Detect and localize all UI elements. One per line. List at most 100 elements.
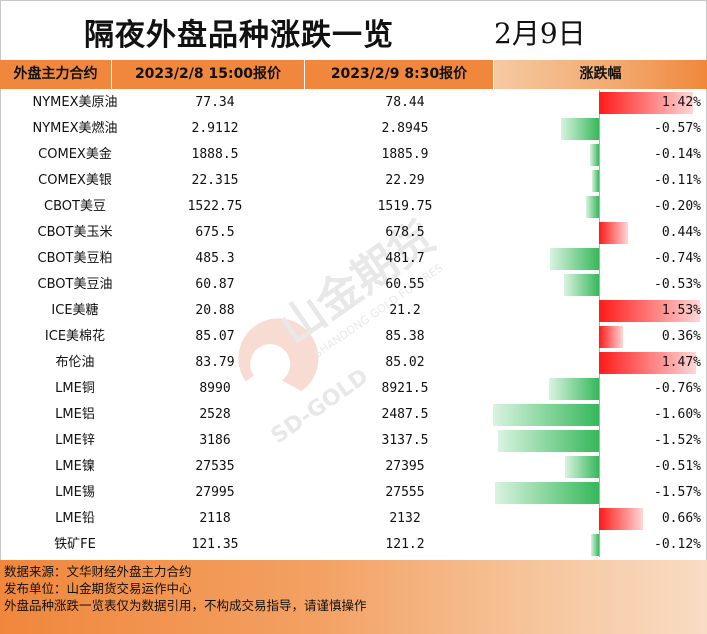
curr-price: 60.55 xyxy=(385,277,425,292)
change-bar xyxy=(599,352,696,374)
table-row: ICE美糖 20.88 21.2 1.53% xyxy=(0,298,707,324)
curr-price: 481.7 xyxy=(385,251,425,266)
curr-price: 3137.5 xyxy=(381,433,429,448)
change-percent: -1.57% xyxy=(654,485,701,500)
curr-price: 78.44 xyxy=(385,95,425,110)
table-row: NYMEX美燃油 2.9112 2.8945 -0.57% xyxy=(0,116,707,142)
change-bar xyxy=(565,456,599,478)
header-curr: 2023/2/9 8:30报价 xyxy=(305,60,494,89)
contract-name: CBOT美豆粕 xyxy=(37,251,113,266)
curr-price: 678.5 xyxy=(385,225,425,240)
table-row: ICE美棉花 85.07 85.38 0.36% xyxy=(0,324,707,350)
curr-price: 21.2 xyxy=(389,303,421,318)
change-percent: -0.11% xyxy=(654,173,701,188)
prev-price: 22.315 xyxy=(191,173,239,188)
curr-price: 2487.5 xyxy=(381,407,429,422)
header-change: 涨跌幅 xyxy=(494,60,707,89)
prev-price: 77.34 xyxy=(195,95,235,110)
change-bar xyxy=(561,118,599,140)
contract-name: CBOT美豆 xyxy=(44,199,106,214)
curr-price: 22.29 xyxy=(385,173,425,188)
contract-name: 铁矿FE xyxy=(54,537,96,552)
contract-name: NYMEX美燃油 xyxy=(32,121,118,136)
change-percent: -0.74% xyxy=(654,251,701,266)
table-row: NYMEX美原油 77.34 78.44 1.42% xyxy=(0,90,707,116)
title-bar: 隔夜外盘品种涨跌一览 2月9日 xyxy=(0,0,707,60)
contract-name: LME铅 xyxy=(55,511,95,526)
prev-price: 675.5 xyxy=(195,225,235,240)
contract-name: ICE美棉花 xyxy=(44,329,106,344)
header-prev: 2023/2/8 15:00报价 xyxy=(112,60,305,89)
curr-price: 85.02 xyxy=(385,355,425,370)
change-percent: -0.14% xyxy=(654,147,701,162)
page-title: 隔夜外盘品种涨跌一览 xyxy=(84,18,394,53)
change-bar xyxy=(549,378,599,400)
change-percent: -0.20% xyxy=(654,199,701,214)
prev-price: 60.87 xyxy=(195,277,235,292)
contract-name: LME锡 xyxy=(55,485,95,500)
curr-price: 2132 xyxy=(389,511,421,526)
change-bar xyxy=(599,92,693,114)
table-row: LME镍 27535 27395 -0.51% xyxy=(0,454,707,480)
change-bar xyxy=(498,430,599,452)
table-row: CBOT美豆 1522.75 1519.75 -0.20% xyxy=(0,194,707,220)
change-bar xyxy=(599,326,623,348)
change-bar xyxy=(599,300,700,322)
table-row: CBOT美玉米 675.5 678.5 0.44% xyxy=(0,220,707,246)
change-bar xyxy=(550,248,599,270)
contract-name: CBOT美豆油 xyxy=(37,277,113,292)
contract-name: NYMEX美原油 xyxy=(32,95,118,110)
change-bar xyxy=(599,508,643,530)
change-percent: -0.57% xyxy=(654,121,701,136)
curr-price: 27555 xyxy=(385,485,425,500)
change-percent: -0.53% xyxy=(654,277,701,292)
curr-price: 2.8945 xyxy=(381,121,429,136)
change-bar xyxy=(592,170,599,192)
contract-name: COMEX美银 xyxy=(38,173,112,188)
change-percent: -1.60% xyxy=(654,407,701,422)
curr-price: 27395 xyxy=(385,459,425,474)
prev-price: 121.35 xyxy=(191,537,239,552)
table-row: LME铅 2118 2132 0.66% xyxy=(0,506,707,532)
curr-price: 1519.75 xyxy=(377,199,433,214)
table-row: COMEX美金 1888.5 1885.9 -0.14% xyxy=(0,142,707,168)
contract-name: LME铜 xyxy=(55,381,95,396)
curr-price: 85.38 xyxy=(385,329,425,344)
change-percent: -0.76% xyxy=(654,381,701,396)
footer-disclaimer: 外盘品种涨跌一览表仅为数据引用，不构成交易指导，请谨慎操作 xyxy=(4,598,367,613)
report-date: 2月9日 xyxy=(494,17,586,50)
contract-name: LME镍 xyxy=(55,459,95,474)
contract-name: ICE美糖 xyxy=(51,303,99,318)
change-percent: -0.51% xyxy=(654,459,701,474)
change-percent: 0.44% xyxy=(661,225,701,240)
contract-name: 布伦油 xyxy=(55,355,95,370)
footer-publisher: 发布单位：山金期货交易运作中心 xyxy=(4,581,192,596)
prev-price: 485.3 xyxy=(195,251,235,266)
contract-name: CBOT美玉米 xyxy=(37,225,113,240)
change-bar xyxy=(590,144,599,166)
change-bar xyxy=(493,404,599,426)
change-percent: -1.52% xyxy=(654,433,701,448)
prev-price: 1522.75 xyxy=(187,199,243,214)
table-header: 外盘主力合约 2023/2/8 15:00报价 2023/2/9 8:30报价 … xyxy=(0,60,707,89)
contract-name: LME锌 xyxy=(55,433,95,448)
change-percent: 1.42% xyxy=(661,95,701,110)
table-row: LME铝 2528 2487.5 -1.60% xyxy=(0,402,707,428)
contract-name: LME铝 xyxy=(55,407,95,422)
prev-price: 2118 xyxy=(199,511,231,526)
prev-price: 27535 xyxy=(195,459,235,474)
change-bar xyxy=(495,482,599,504)
change-bar xyxy=(591,534,599,556)
footer-source: 数据来源：文华财经外盘主力合约 xyxy=(4,564,192,579)
table-row: CBOT美豆粕 485.3 481.7 -0.74% xyxy=(0,246,707,272)
prev-price: 8990 xyxy=(199,381,231,396)
change-bar xyxy=(599,222,628,244)
change-percent: 1.53% xyxy=(661,303,701,318)
prev-price: 2528 xyxy=(199,407,231,422)
table-row: CBOT美豆油 60.87 60.55 -0.53% xyxy=(0,272,707,298)
prev-price: 20.88 xyxy=(195,303,235,318)
curr-price: 1885.9 xyxy=(381,147,429,162)
prev-price: 83.79 xyxy=(195,355,235,370)
table-row: 铁矿FE 121.35 121.2 -0.12% xyxy=(0,532,707,558)
table-row: 布伦油 83.79 85.02 1.47% xyxy=(0,350,707,376)
